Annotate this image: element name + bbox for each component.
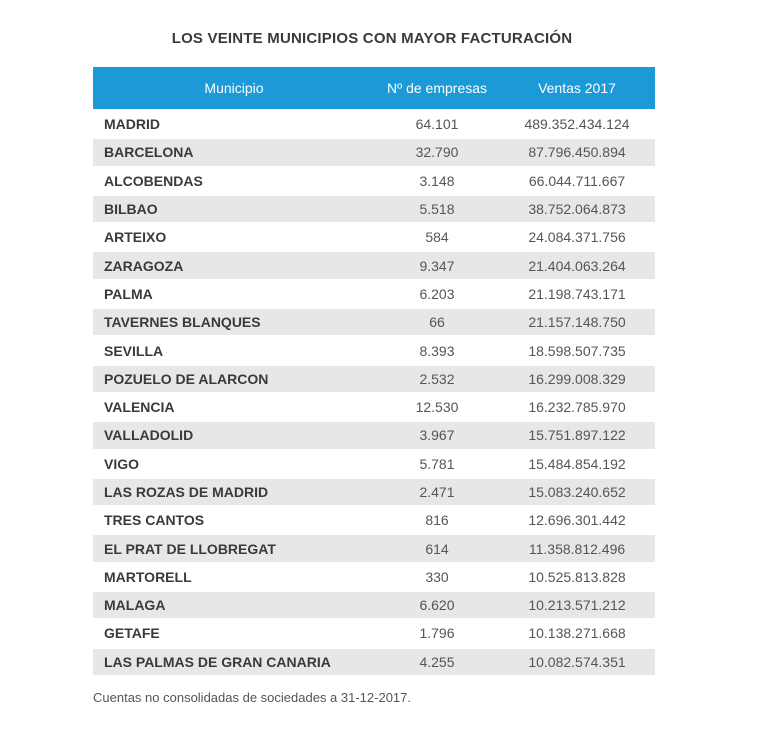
number-cell: 24.084.371.756 (499, 222, 655, 252)
table-row: TAVERNES BLANQUES 66 21.157.148.750 (93, 307, 655, 337)
table-row: VALENCIA 12.530 16.232.785.970 (93, 391, 655, 422)
number-cell: 2.471 (375, 476, 499, 507)
number-cell: 5.518 (375, 193, 499, 224)
table-row: MALAGA 6.620 10.213.571.212 (93, 590, 655, 620)
table-row: MADRID 64.101 489.352.434.124 (93, 108, 655, 139)
number-cell: 32.790 (375, 137, 499, 167)
number-cell: 15.751.897.122 (499, 420, 655, 450)
number-cell: 87.796.450.894 (499, 137, 655, 167)
table-row: SEVILLA 8.393 18.598.507.735 (93, 335, 655, 365)
table-row: GETAFE 1.796 10.138.271.668 (93, 618, 655, 648)
number-cell: 16.299.008.329 (499, 363, 655, 393)
number-cell: 6.620 (375, 590, 499, 620)
municipality-cell: BILBAO (93, 193, 375, 224)
table-row: LAS PALMAS DE GRAN CANARIA 4.255 10.082.57… (93, 646, 655, 675)
table-row: BARCELONA 32.790 87.796.450.894 (93, 137, 655, 167)
table-row: PALMA 6.203 21.198.743.171 (93, 278, 655, 309)
number-cell: 66 (375, 307, 499, 337)
number-cell: 18.598.507.735 (499, 335, 655, 365)
municipality-cell: VIGO (93, 448, 375, 478)
municipality-cell: MADRID (93, 108, 375, 139)
table-title: LOS VEINTE MUNICIPIOS CON MAYOR FACTURAC… (171, 30, 573, 47)
footnote: Cuentas no consolidadas de sociedades a … (93, 690, 412, 705)
municipality-cell: LAS ROZAS DE MADRID (93, 476, 375, 507)
table-row: VALLADOLID 3.967 15.751.897.122 (93, 420, 655, 450)
header-cell: Nº de empresas (375, 67, 499, 110)
municipality-cell: BARCELONA (93, 137, 375, 167)
number-cell: 10.082.574.351 (499, 646, 655, 675)
municipality-cell: GETAFE (93, 618, 375, 648)
number-cell: 816 (375, 505, 499, 535)
municipality-cell: ARTEIXO (93, 222, 375, 252)
municipality-cell: MALAGA (93, 590, 375, 620)
header-cell: Municipio (93, 67, 375, 110)
municipality-cell: VALENCIA (93, 391, 375, 422)
number-cell: 9.347 (375, 250, 499, 280)
number-cell: 15.484.854.192 (499, 448, 655, 478)
number-cell: 66.044.711.667 (499, 165, 655, 195)
table-row: ZARAGOZA 9.347 21.404.063.264 (93, 250, 655, 280)
number-cell: 10.213.571.212 (499, 590, 655, 620)
number-cell: 4.255 (375, 646, 499, 675)
table-row: LAS ROZAS DE MADRID 2.471 15.083.240.652 (93, 476, 655, 507)
number-cell: 330 (375, 561, 499, 592)
number-cell: 21.157.148.750 (499, 307, 655, 337)
municipality-cell: POZUELO DE ALARCON (93, 363, 375, 393)
number-cell: 3.148 (375, 165, 499, 195)
number-cell: 1.796 (375, 618, 499, 648)
number-cell: 8.393 (375, 335, 499, 365)
municipality-cell: TRES CANTOS (93, 505, 375, 535)
number-cell: 11.358.812.496 (499, 533, 655, 563)
number-cell: 2.532 (375, 363, 499, 393)
municipality-cell: ALCOBENDAS (93, 165, 375, 195)
number-cell: 12.530 (375, 391, 499, 422)
table-row: EL PRAT DE LLOBREGAT 614 11.358.812.496 (93, 533, 655, 563)
data-table: Municipio Nº de empresas Ventas 2017 MADRI… (93, 67, 655, 675)
table-row: POZUELO DE ALARCON 2.532 16.299.008.329 (93, 363, 655, 393)
table-row: ALCOBENDAS 3.148 66.044.711.667 (93, 165, 655, 195)
table-row: ARTEIXO 584 24.084.371.756 (93, 222, 655, 252)
number-cell: 16.232.785.970 (499, 391, 655, 422)
municipality-cell: PALMA (93, 278, 375, 309)
table-row: TRES CANTOS 816 12.696.301.442 (93, 505, 655, 535)
number-cell: 38.752.064.873 (499, 193, 655, 224)
table-body: MADRID 64.101 489.352.434.124 BARCELONA 32.7… (93, 108, 655, 675)
number-cell: 489.352.434.124 (499, 108, 655, 139)
number-cell: 21.404.063.264 (499, 250, 655, 280)
header-row: Municipio Nº de empresas Ventas 2017 (93, 67, 655, 110)
municipality-cell: MARTORELL (93, 561, 375, 592)
municipality-cell: TAVERNES BLANQUES (93, 307, 375, 337)
table-row: BILBAO 5.518 38.752.064.873 (93, 193, 655, 224)
number-cell: 584 (375, 222, 499, 252)
municipality-cell: ZARAGOZA (93, 250, 375, 280)
header-cell: Ventas 2017 (499, 67, 655, 110)
number-cell: 3.967 (375, 420, 499, 450)
number-cell: 10.138.271.668 (499, 618, 655, 648)
number-cell: 15.083.240.652 (499, 476, 655, 507)
number-cell: 10.525.813.828 (499, 561, 655, 592)
number-cell: 6.203 (375, 278, 499, 309)
number-cell: 64.101 (375, 108, 499, 139)
number-cell: 21.198.743.171 (499, 278, 655, 309)
municipality-cell: SEVILLA (93, 335, 375, 365)
number-cell: 12.696.301.442 (499, 505, 655, 535)
municipality-cell: VALLADOLID (93, 420, 375, 450)
number-cell: 614 (375, 533, 499, 563)
municipality-cell: EL PRAT DE LLOBREGAT (93, 533, 375, 563)
number-cell: 5.781 (375, 448, 499, 478)
table-row: VIGO 5.781 15.484.854.192 (93, 448, 655, 478)
municipality-cell: LAS PALMAS DE GRAN CANARIA (93, 646, 375, 675)
table-row: MARTORELL 330 10.525.813.828 (93, 561, 655, 592)
